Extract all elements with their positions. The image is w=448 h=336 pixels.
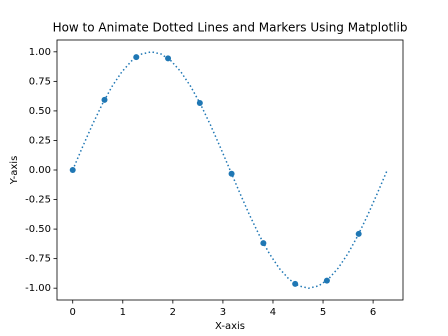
marker (260, 240, 267, 247)
marker (101, 96, 108, 103)
marker (323, 277, 330, 284)
x-tick-label: 0 (70, 307, 76, 318)
y-tick-label: -0.75 (25, 254, 51, 265)
marker (165, 55, 172, 62)
x-tick-label: 6 (370, 307, 376, 318)
chart-title: How to Animate Dotted Lines and Markers … (53, 21, 408, 35)
marker (133, 54, 140, 61)
x-tick-label: 4 (270, 307, 276, 318)
line (72, 51, 388, 289)
y-tick-label: 0.75 (29, 76, 51, 87)
marker (69, 167, 76, 173)
y-tick-label: -0.25 (25, 195, 51, 206)
y-axis-label: Y-axis (9, 156, 20, 186)
x-tick-label: 3 (220, 307, 226, 318)
y-tick-label: -0.50 (25, 224, 51, 235)
y-tick-label: 0.50 (29, 106, 51, 117)
marker (292, 280, 299, 287)
marker (355, 230, 362, 237)
marker (196, 99, 203, 106)
x-axis-label: X-axis (215, 321, 245, 332)
y-tick-label: -1.00 (25, 283, 51, 294)
x-tick-label: 2 (170, 307, 176, 318)
y-tick-label: 1.00 (29, 47, 51, 58)
plot-frame (56, 39, 404, 301)
y-tick-label: 0.00 (29, 165, 51, 176)
x-tick-label: 1 (120, 307, 126, 318)
marker (228, 170, 235, 177)
x-tick-label: 5 (320, 307, 326, 318)
y-tick-label: 0.25 (29, 135, 51, 146)
